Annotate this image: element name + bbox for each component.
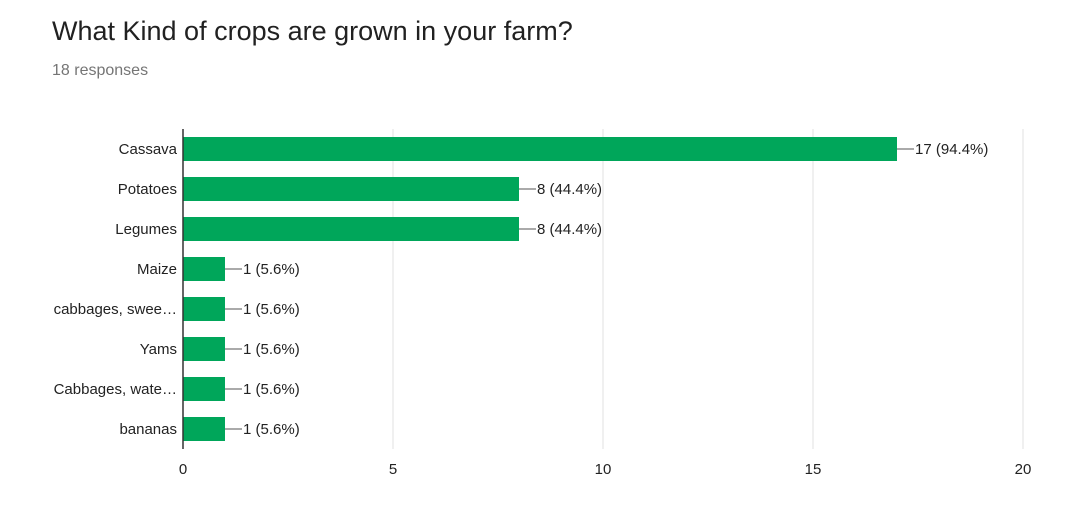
data-label-7: 1 (5.6%): [243, 421, 300, 438]
category-label-7: bananas: [119, 421, 177, 438]
x-tick-label-4: 20: [1015, 461, 1032, 478]
bar-4: [183, 297, 225, 321]
bar-6: [183, 377, 225, 401]
category-label-5: Yams: [140, 341, 177, 358]
x-tick-label-1: 5: [389, 461, 397, 478]
category-label-3: Maize: [137, 261, 177, 278]
data-label-1: 8 (44.4%): [537, 181, 602, 198]
data-label-3: 1 (5.6%): [243, 261, 300, 278]
chart-title: What Kind of crops are grown in your far…: [52, 16, 573, 46]
bar-2: [183, 217, 519, 241]
data-label-4: 1 (5.6%): [243, 301, 300, 318]
bar-0: [183, 137, 897, 161]
data-label-2: 8 (44.4%): [537, 221, 602, 238]
category-label-2: Legumes: [115, 221, 177, 238]
x-tick-label-3: 15: [805, 461, 822, 478]
category-label-4: cabbages, swee…: [54, 301, 177, 318]
x-tick-label-2: 10: [595, 461, 612, 478]
bar-3: [183, 257, 225, 281]
x-tick-label-0: 0: [179, 461, 187, 478]
bar-7: [183, 417, 225, 441]
bar-5: [183, 337, 225, 361]
response-count: 18 responses: [52, 62, 149, 79]
data-label-6: 1 (5.6%): [243, 381, 300, 398]
bar-1: [183, 177, 519, 201]
category-label-1: Potatoes: [118, 181, 177, 198]
category-label-0: Cassava: [119, 141, 178, 158]
data-label-5: 1 (5.6%): [243, 341, 300, 358]
data-label-0: 17 (94.4%): [915, 141, 988, 158]
category-label-6: Cabbages, wate…: [54, 381, 177, 398]
